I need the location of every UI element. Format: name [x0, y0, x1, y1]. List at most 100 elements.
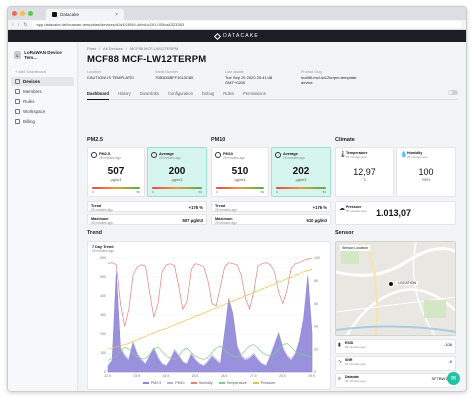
row-value: +176 %: [312, 205, 327, 210]
x-tick: 27.9.: [250, 374, 257, 378]
row-value: +176 %: [188, 205, 203, 210]
row-value: -106: [443, 342, 452, 347]
x-tick: 26.9.: [221, 374, 228, 378]
card-sub: 25 minutes ago: [407, 155, 428, 159]
meta-value: Tue Sep 29 2020 20:41:48 GMT+0200: [225, 75, 273, 85]
row-sub: 25 minutes ago: [345, 345, 366, 349]
card-unit: μg/m3: [295, 178, 307, 182]
trend-heading: Trend: [87, 230, 102, 236]
tab-downlinks[interactable]: Downlinks: [139, 91, 159, 96]
row-sub: 25 minutes ago: [91, 221, 113, 225]
address-bar: ‹ › ↻ app.datacake.de/lorawan-templates/…: [8, 20, 466, 30]
rules-icon: [15, 99, 20, 104]
meta-value: CAUTION! IS TEMPLATE!: [87, 75, 134, 80]
legend-item-temperature[interactable]: Temperature: [218, 381, 247, 385]
location-pin-icon[interactable]: [388, 281, 394, 287]
breadcrumb: Fleet / All Devices / MCF88 MCF-LW12TERP…: [87, 46, 458, 51]
card-sub: 25 minutes ago: [346, 209, 367, 213]
sensor-map[interactable]: Sensor Location LOCATION: [335, 241, 456, 336]
add-dashboard-button[interactable]: + Add Dashboard: [15, 69, 47, 74]
legend-label: Humidity: [198, 381, 213, 385]
tab-history[interactable]: History: [117, 91, 131, 96]
forward-icon[interactable]: ›: [17, 21, 20, 28]
gauge-icon: [151, 152, 157, 158]
close-window-icon[interactable]: [12, 11, 17, 16]
row-sub: 25 minutes ago: [215, 208, 237, 212]
card-label: Average: [159, 152, 174, 156]
card-value: 12,97: [353, 167, 376, 177]
row-sub: 25 minutes ago: [215, 221, 237, 225]
reload-icon[interactable]: ↻: [23, 21, 28, 28]
sidebar: L LoRaWAN Device Tem... + Add Dashboard …: [8, 42, 78, 391]
card-label: Temperature: [346, 151, 368, 155]
tab-rules[interactable]: Rules: [223, 91, 234, 96]
card-unit: μg/m3: [171, 178, 183, 182]
minimize-window-icon[interactable]: [20, 11, 25, 16]
chat-bubble-icon[interactable]: ✉: [447, 372, 460, 385]
chart-legend: PM2.5 PM10 Humidity Temperature Pressure: [88, 381, 330, 385]
cloud-icon: ☁: [339, 206, 345, 212]
sensor-section: Sensor: [335, 230, 354, 236]
tab-debug[interactable]: Debug: [201, 91, 215, 96]
browser-tab[interactable]: Datacake ×: [46, 9, 124, 20]
range-min: 0: [92, 190, 94, 194]
legend-item-pm25[interactable]: PM2.5: [142, 381, 161, 385]
breadcrumb-separator: /: [125, 46, 127, 51]
climate-section: Climate: [335, 137, 355, 143]
tab-configuration[interactable]: Configuration: [168, 91, 193, 96]
card-value: 1.013,07: [375, 208, 412, 218]
sidebar-item-workspace[interactable]: Workspace: [11, 107, 74, 116]
maximize-window-icon[interactable]: [28, 11, 33, 16]
meta-product-slug: Product Slug mcf88-mcf-lw12terpm-template…: [301, 70, 369, 85]
tab-dashboard[interactable]: Dashboard: [87, 91, 109, 100]
snr-row: ∿ SNR 25 minutes ago -9: [335, 356, 456, 371]
meta-value: 70B3D5BFF1013C80: [155, 75, 194, 80]
sidebar-item-billing[interactable]: Billing: [11, 117, 74, 126]
y-tick-left: 200: [100, 332, 106, 336]
workspace-switcher[interactable]: L LoRaWAN Device Tem...: [11, 47, 74, 63]
y-tick-right: 20: [314, 347, 318, 351]
datarate-row: ≡ Datarate 25 minutes ago SF7BW125: [335, 373, 456, 388]
row-sub: 25 minutes ago: [91, 208, 113, 212]
chart-sub: 25 minutes ago: [92, 249, 114, 253]
row-label: RSSI: [345, 341, 354, 345]
workspace-avatar: L: [14, 51, 22, 59]
series-line-pressure: [107, 269, 313, 350]
x-tick: 28.9.: [279, 374, 286, 378]
meta-key: Serial Number: [155, 70, 178, 74]
back-icon[interactable]: ‹: [12, 21, 14, 28]
x-tick: 22.9.: [104, 374, 111, 378]
legend-item-pressure[interactable]: Pressure: [252, 381, 275, 385]
thermometer-icon: 🌡: [339, 152, 347, 158]
series-line-humidity: [107, 257, 313, 327]
x-tick: 23.9.: [133, 374, 140, 378]
y-tick-right: 0: [314, 370, 316, 374]
url-field[interactable]: app.datacake.de/lorawan-templates/device…: [31, 21, 462, 28]
app: DATACAKE L LoRaWAN Device Tem... + Add D…: [8, 30, 466, 391]
card-value: 510: [231, 166, 249, 177]
sidebar-item-rules[interactable]: Rules: [11, 97, 74, 106]
breadcrumb-fleet[interactable]: Fleet: [87, 46, 96, 51]
sidebar-item-label: Rules: [23, 99, 35, 104]
legend-item-humidity[interactable]: Humidity: [190, 381, 213, 385]
y-tick-left: 400: [100, 294, 106, 298]
sidebar-item-members[interactable]: Members: [11, 87, 74, 96]
close-tab-icon[interactable]: ×: [115, 11, 118, 18]
y-tick-right: 40: [314, 325, 318, 329]
pm25-card: PM2.5 25 minutes ago 507 μg/m3 0 50: [87, 147, 145, 197]
edit-mode-toggle[interactable]: [448, 90, 458, 95]
row-sub: 25 minutes ago: [345, 362, 366, 366]
gauge-icon: [275, 152, 281, 158]
range-max: 50: [136, 190, 140, 194]
breadcrumb-all-devices[interactable]: All Devices: [103, 46, 123, 51]
x-tick: 29.9.: [308, 374, 315, 378]
tab-permissions[interactable]: Permissions: [242, 91, 266, 96]
y-tick-left: 100: [100, 351, 106, 355]
sidebar-item-devices[interactable]: Devices: [11, 77, 74, 86]
droplet-icon: 💧: [400, 152, 408, 158]
climate-heading: Climate: [335, 137, 355, 143]
row-value: SF7BW125: [431, 376, 452, 381]
legend-item-pm10[interactable]: PM10: [167, 381, 185, 385]
card-value: 200: [168, 166, 186, 177]
browser-window: Datacake × ‹ › ↻ app.datacake.de/lorawan…: [7, 6, 467, 392]
